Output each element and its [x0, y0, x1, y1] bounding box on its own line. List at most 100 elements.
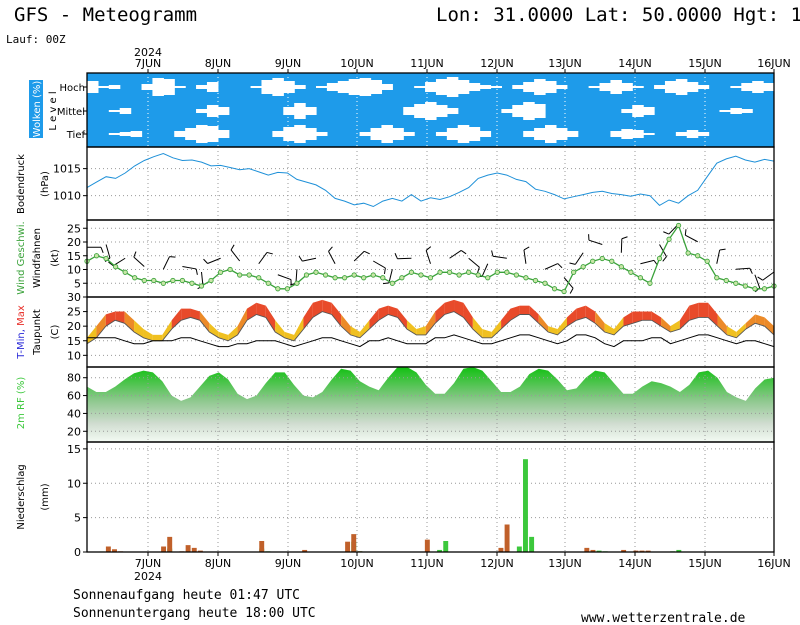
y-axis-unit: (mm) [40, 483, 51, 510]
wind-barb [523, 249, 527, 264]
wind-speed-point [761, 286, 768, 292]
precip-bar-conv [523, 459, 528, 552]
y-tick-label: 10 [67, 264, 81, 277]
cloud-block [719, 110, 731, 112]
temp-band-segment [294, 317, 304, 341]
cloud-block [119, 132, 132, 136]
cloud-block [294, 125, 306, 143]
temp-band-segment [152, 334, 163, 341]
dewpoint-line [87, 334, 775, 348]
wind-barb [762, 271, 775, 281]
x-tick-label-bottom: 14JUN [618, 557, 652, 570]
wind-barb [105, 244, 111, 259]
cloud-level-label: Hoch [60, 83, 85, 94]
cloud-block [130, 131, 143, 137]
cloud-block [108, 85, 121, 89]
precip-bar-large [197, 550, 203, 552]
wind-barb-flag [383, 267, 386, 275]
wind-barb [685, 234, 698, 243]
wind-speed-point [637, 275, 644, 281]
cloud-block [163, 79, 175, 95]
wind-speed-point [513, 272, 519, 278]
wind-speed-point [313, 269, 319, 275]
temp-band-segment [661, 317, 671, 332]
temp-band-segment [256, 302, 266, 318]
cloud-block [196, 125, 208, 143]
temp-band-segment [642, 311, 652, 321]
wind-speed-point [361, 275, 367, 281]
temp-band-segment [303, 302, 313, 330]
precip-bar-large [191, 547, 197, 552]
cloud-block [512, 105, 524, 117]
sunrise-text: Sonnenaufgang heute 01:47 UTC [73, 588, 300, 603]
temp-band-segment [341, 314, 351, 335]
precip-bar-large [590, 549, 596, 552]
y-tick-label: 5 [74, 277, 81, 290]
y-axis-label: Wind Geschwi. [16, 221, 27, 294]
temp-band-segment [378, 305, 389, 321]
wind-barb [388, 269, 393, 283]
wind-speed-point [342, 275, 348, 281]
wind-barb-flag [621, 236, 628, 240]
cloud-block [283, 127, 295, 141]
cloud-block [446, 128, 459, 140]
wind-barb [588, 239, 603, 245]
cloud-block [763, 83, 775, 91]
temp-band-segment [510, 305, 520, 321]
cloud-block [305, 128, 317, 140]
cloud-block [206, 82, 219, 92]
wind-speed-point [217, 269, 224, 275]
cloud-block [370, 80, 383, 94]
cloud-block [381, 125, 393, 143]
temp-band-segment [143, 329, 153, 341]
cloud-block [403, 132, 415, 136]
wind-speed-point [284, 286, 290, 292]
temp-band-segment [679, 305, 690, 330]
temp-band-segment [755, 314, 765, 327]
wind-speed-point [418, 272, 424, 278]
temp-band-segment [557, 317, 567, 335]
x-tick-label-bottom: 12JUN [480, 557, 514, 570]
temp-band-segment [698, 302, 709, 318]
temp-band-segment [265, 305, 276, 332]
cloud-block [512, 85, 524, 89]
wind-speed-point [542, 280, 548, 286]
x-tick-label-bottom: 15JUN [688, 557, 722, 570]
cloud-block [283, 81, 295, 93]
precip-bar-conv [443, 541, 449, 552]
wind-barb [735, 267, 750, 270]
wind-barb [373, 260, 386, 269]
cloud-block [555, 85, 568, 89]
wind-barb [201, 271, 204, 286]
y-tick-label: 60 [67, 390, 81, 403]
cloud-block [490, 86, 502, 88]
cloud-block [152, 78, 164, 96]
cloud-block [664, 81, 677, 93]
y-tick-label: 80 [67, 372, 81, 385]
cloud-block [632, 130, 644, 138]
y-tick-label: 1015 [53, 163, 81, 176]
wind-barb [207, 257, 221, 264]
temp-band-segment [670, 320, 680, 332]
precip-bar-large [645, 550, 651, 552]
precip-bar-large [639, 550, 645, 552]
wind-speed-point [494, 269, 500, 275]
chart-title: GFS - Meteogramm [14, 4, 197, 26]
temp-band-segment [623, 311, 633, 327]
y-axis-label: Wolken (%) [32, 81, 43, 138]
cloud-block [261, 80, 273, 94]
wind-speed-point [189, 280, 195, 286]
precip-bar-large [424, 539, 430, 552]
cloud-block [414, 104, 426, 118]
x-tick-label-top: 11JUN [410, 57, 444, 70]
wind-barb-flag [266, 251, 273, 255]
cloud-block [566, 131, 579, 137]
wind-speed-point [93, 253, 100, 259]
cloud-block [479, 131, 492, 137]
cloud-block [425, 102, 437, 120]
cloud-block [206, 126, 219, 142]
wind-barb-flag [719, 248, 726, 251]
cloud-block [446, 108, 459, 114]
temp-band-segment [463, 302, 473, 330]
cloud-block [425, 82, 437, 92]
